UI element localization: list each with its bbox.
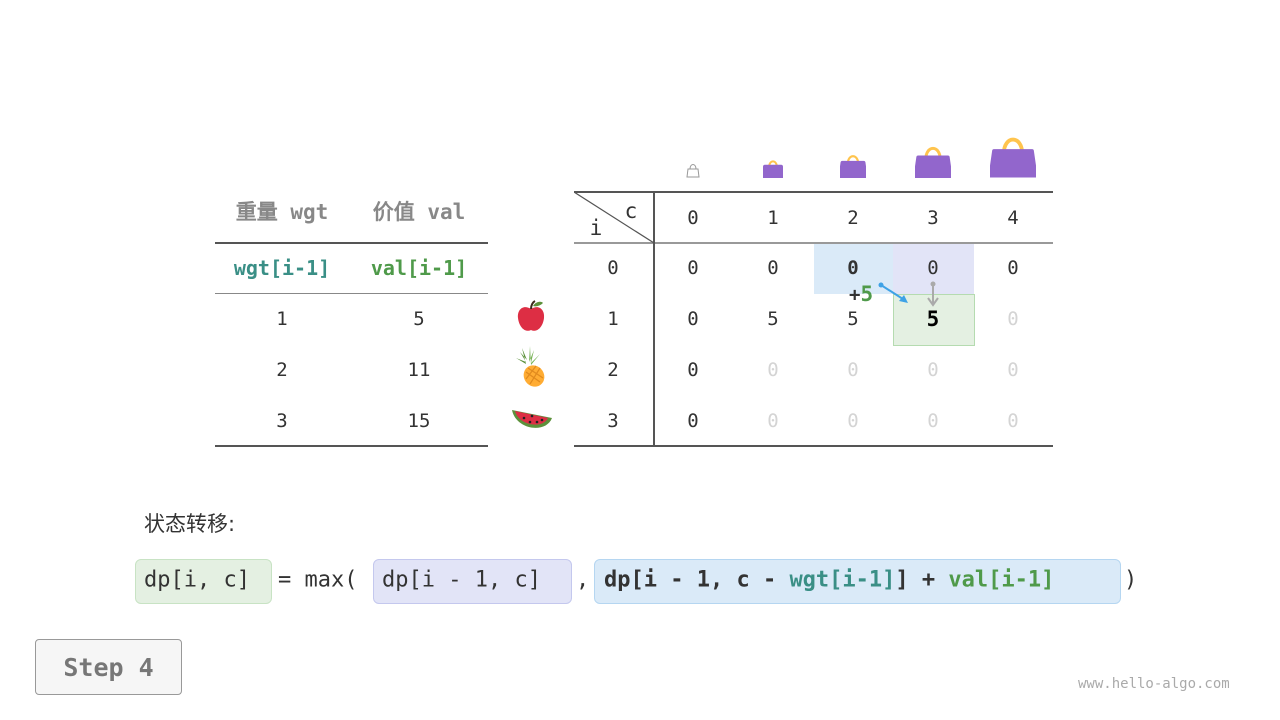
col-header: 3	[927, 207, 939, 229]
pineapple-icon	[516, 346, 545, 387]
item-weight: 1	[276, 308, 288, 330]
bag-icon	[990, 138, 1036, 178]
corner-row-label: i	[589, 216, 603, 240]
corner-diagonal	[574, 192, 654, 243]
col-header: 4	[1007, 207, 1019, 229]
item-weight: 2	[276, 359, 288, 381]
dp-cell: 0	[687, 410, 699, 432]
item-value: 11	[407, 359, 431, 381]
col-header: 1	[767, 207, 779, 229]
opt2-box	[594, 559, 1121, 604]
equals-max: = max(	[278, 567, 358, 593]
dp-cell: 5	[926, 307, 940, 331]
bag-icon	[840, 155, 866, 178]
col-header: 0	[687, 207, 699, 229]
item-weight: 3	[276, 410, 288, 432]
divider	[653, 192, 655, 446]
item-value: 5	[413, 308, 425, 330]
divider	[215, 242, 488, 244]
dp-cell: 0	[1007, 410, 1019, 432]
divider	[215, 293, 488, 294]
divider	[215, 445, 488, 447]
row-header: 0	[607, 257, 619, 279]
corner-col-label: c	[624, 199, 638, 223]
bag-empty-icon	[686, 164, 700, 178]
dp-cell: 0	[767, 410, 779, 432]
lhs-box	[135, 559, 272, 604]
dp-cell: 5	[767, 308, 779, 330]
option-2: dp[i - 1, c - wgt[i-1]] + val[i-1]	[604, 568, 1054, 593]
transition-arrows	[878, 281, 939, 307]
option-1: dp[i - 1, c]	[382, 567, 541, 593]
transition-label: 状态转移:	[144, 512, 236, 536]
plus-value: 5	[860, 282, 874, 306]
dp-cell: 5	[847, 308, 859, 330]
row-header: 2	[607, 359, 619, 381]
dp-cell: 0	[767, 257, 779, 279]
apple-icon	[517, 300, 545, 331]
dp-cell: 0	[927, 359, 939, 381]
header-wgt: 重量 wgt	[235, 200, 329, 224]
bag-icon	[915, 146, 951, 178]
subheader-wgt: wgt[i-1]	[233, 256, 331, 280]
plus-sign: +	[849, 284, 861, 306]
divider	[574, 445, 1053, 447]
divider	[574, 242, 1053, 244]
header-val: 价值 val	[372, 200, 466, 224]
lhs: dp[i, c]	[144, 567, 250, 593]
opt1-box	[373, 559, 572, 604]
opt2-part: ] +	[895, 567, 949, 593]
step-button[interactable]: Step 4	[35, 639, 182, 695]
dp-cell: 0	[1007, 257, 1019, 279]
divider	[574, 191, 1053, 193]
dp-cell: 0	[927, 257, 939, 279]
watermark: www.hello-algo.com	[1078, 676, 1230, 692]
item-value: 15	[407, 410, 431, 432]
opt2-val: val[i-1]	[948, 567, 1055, 593]
close-paren: )	[1124, 567, 1138, 593]
row-header: 1	[607, 308, 619, 330]
plus-value-label: +5	[849, 282, 873, 306]
dp-cell: 0	[687, 308, 699, 330]
dp-cell: 0	[927, 410, 939, 432]
dp-cell: 0	[847, 359, 859, 381]
col-header: 2	[847, 207, 859, 229]
dp-cell: 0	[687, 257, 699, 279]
row-header: 3	[607, 410, 619, 432]
watermelon-icon	[512, 410, 552, 428]
opt2-wgt: wgt[i-1]	[789, 567, 896, 593]
bag-icon	[763, 160, 783, 178]
dp-cell: 0	[767, 359, 779, 381]
dp-cell: 0	[687, 359, 699, 381]
dp-cell: 0	[1007, 308, 1019, 330]
comma: ,	[576, 567, 590, 593]
dp-cell: 0	[1007, 359, 1019, 381]
dp-cell: 0	[847, 257, 859, 279]
opt2-part: dp[i - 1, c -	[604, 567, 790, 593]
dp-cell: 0	[847, 410, 859, 432]
subheader-val: val[i-1]	[370, 256, 468, 280]
